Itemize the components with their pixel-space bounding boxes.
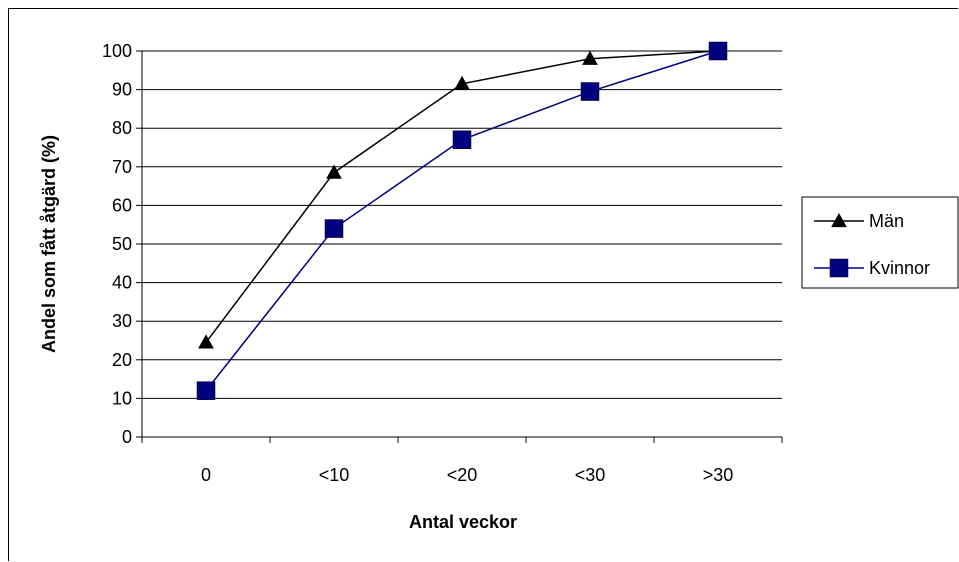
series-line [205,50,719,392]
data-point-square [580,82,600,101]
y-tick-labels: 0 10 20 30 40 50 60 70 80 90 100 [102,41,132,447]
x-axis-title: Antal veckor [409,512,517,532]
y-tick-label: 30 [112,311,132,331]
y-tick-label: 40 [112,273,132,293]
legend-entry: Kvinnor [814,258,930,278]
data-point-square [324,219,344,238]
data-point-square [196,381,216,400]
data-point-triangle [326,164,342,179]
legend: Män Kvinnor [801,196,959,289]
data-point-square [829,258,849,278]
x-tick-label: <30 [575,465,606,485]
y-tick-label: 70 [112,157,132,177]
chart-frame [8,8,958,561]
y-tick-label: 10 [112,388,132,408]
y-tick-label: 20 [112,350,132,370]
data-point-square [452,130,472,150]
series [196,41,728,400]
y-tick-label: 90 [112,80,132,100]
y-tick-label: 50 [112,234,132,254]
x-tick-label: <20 [447,465,478,485]
x-tick-label: 0 [201,465,211,485]
x-tick-labels: 0 <10 <20 <30 >30 [201,465,733,485]
data-point-triangle [454,75,470,90]
legend-box [801,196,959,289]
gridlines [142,50,782,399]
x-tick-label: >30 [703,465,734,485]
y-tick-label: 80 [112,118,132,138]
x-tick-label: <10 [319,465,350,485]
series-kvinnor [196,41,728,400]
y-tick-label: 100 [102,41,132,61]
legend-label: Kvinnor [869,258,930,278]
data-point-triangle [831,212,847,228]
axes [136,50,783,443]
y-tick-label: 0 [122,427,132,447]
data-point-square [708,41,728,61]
data-point-triangle [198,334,214,349]
data-point-triangle [582,50,598,65]
y-tick-label: 60 [112,195,132,215]
legend-entry: Män [814,211,904,231]
series-line [205,50,719,343]
y-axis-title: Andel som fått åtgärd (%) [39,135,59,353]
legend-label: Män [869,211,904,231]
